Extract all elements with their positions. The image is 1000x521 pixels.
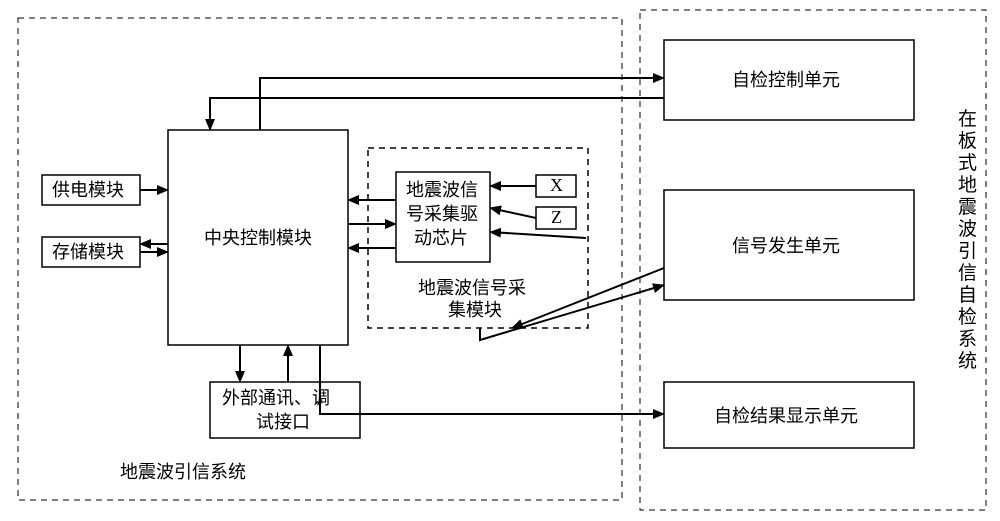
svg-text:震: 震 [958, 197, 977, 218]
svg-text:统: 统 [958, 350, 977, 372]
signal-gen-block-label: 信号发生单元 [732, 236, 840, 256]
svg-text:自: 自 [958, 284, 977, 306]
acq-chip-label-1: 地震波信 [406, 180, 478, 200]
acq-module-label-2: 集模块 [448, 300, 502, 320]
svg-text:在: 在 [958, 108, 977, 130]
arrow-central-to-resultdisp [320, 345, 664, 414]
svg-text:检: 检 [958, 306, 977, 328]
svg-text:信: 信 [958, 262, 977, 284]
svg-text:地: 地 [958, 174, 977, 196]
result-display-block-label: 自检结果显示单元 [714, 406, 858, 426]
comm-label-1: 外部通讯、调 [222, 388, 330, 408]
svg-text:波: 波 [958, 218, 977, 240]
fuze-system-title: 地震波引信系统 [120, 462, 246, 482]
svg-text:系: 系 [958, 328, 977, 350]
arrow-central-to-selftestctrl [260, 78, 664, 130]
arrow-siggen-to-chip [490, 232, 586, 238]
acq-chip-label-2: 号采集驱 [406, 204, 478, 224]
selftest-system-title: 在板式地震波引信自检系统 [958, 108, 977, 372]
arrow-z-to-chip [490, 208, 536, 218]
arrow-selftestctrl-to-central [210, 98, 664, 130]
acq-module-label-1: 地震波信号采 [418, 278, 526, 298]
sensor-x-block-label: X [550, 175, 563, 195]
central-block-label: 中央控制模块 [204, 228, 312, 248]
svg-text:式: 式 [958, 152, 977, 174]
svg-text:引: 引 [958, 240, 977, 262]
power-block-label: 供电模块 [52, 180, 124, 200]
selftest-ctrl-block-label: 自检控制单元 [732, 70, 840, 90]
svg-text:板: 板 [958, 130, 977, 152]
acq-chip-label-3: 动芯片 [414, 228, 468, 248]
comm-label-2: 试接口 [256, 412, 310, 432]
sensor-z-block-label: Z [551, 207, 562, 227]
storage-block-label: 存储模块 [52, 242, 124, 262]
